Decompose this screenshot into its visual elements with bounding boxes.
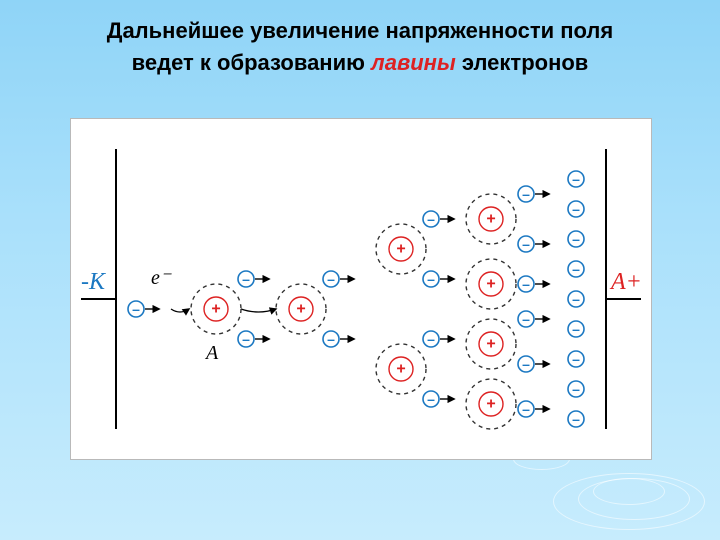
svg-text:–: –: [427, 271, 435, 287]
svg-text:–: –: [572, 381, 580, 397]
svg-text:–: –: [572, 411, 580, 427]
svg-text:A: A: [204, 342, 219, 364]
svg-text:+: +: [396, 241, 405, 258]
title-text-2a: ведет к образованию: [132, 50, 371, 75]
title-line1: Дальнейшее увеличение напряженности поля: [0, 18, 720, 44]
svg-text:–: –: [572, 231, 580, 247]
svg-text:–: –: [522, 311, 530, 327]
svg-text:–: –: [572, 261, 580, 277]
svg-text:–: –: [327, 271, 335, 287]
diagram-panel: -K A+ + + + + + + + + – – – – – – – – – – – – – – – – – – – – – – – – e⁻ A: [70, 118, 652, 460]
svg-text:–: –: [522, 401, 530, 417]
svg-text:–: –: [427, 331, 435, 347]
title-line2: ведет к образованию лавины электронов: [0, 50, 720, 76]
svg-text:+: +: [396, 361, 405, 378]
svg-text:-K: -K: [81, 269, 107, 295]
svg-text:–: –: [427, 211, 435, 227]
svg-text:+: +: [486, 276, 495, 293]
svg-text:–: –: [427, 391, 435, 407]
svg-text:–: –: [572, 321, 580, 337]
svg-text:e⁻: e⁻: [151, 267, 172, 289]
slide-background: Дальнейшее увеличение напряженности поля…: [0, 0, 720, 540]
svg-text:–: –: [522, 236, 530, 252]
svg-text:+: +: [486, 336, 495, 353]
title-text-2b: электронов: [462, 50, 588, 75]
svg-text:+: +: [296, 301, 305, 318]
svg-text:+: +: [486, 396, 495, 413]
svg-text:+: +: [211, 301, 220, 318]
svg-text:A+: A+: [609, 269, 642, 295]
svg-text:+: +: [486, 211, 495, 228]
svg-text:–: –: [522, 186, 530, 202]
svg-text:–: –: [572, 351, 580, 367]
svg-text:–: –: [572, 201, 580, 217]
svg-text:–: –: [572, 171, 580, 187]
title-emph: лавины: [371, 50, 456, 75]
title-text-1: Дальнейшее увеличение напряженности поля: [107, 18, 613, 43]
svg-text:–: –: [242, 331, 250, 347]
svg-text:–: –: [327, 331, 335, 347]
avalanche-diagram: -K A+ + + + + + + + + – – – – – – – – – – – – – – – – – – – – – – – – e⁻ A: [71, 119, 651, 459]
svg-text:–: –: [572, 291, 580, 307]
svg-text:–: –: [242, 271, 250, 287]
svg-text:–: –: [522, 276, 530, 292]
svg-text:–: –: [132, 301, 140, 317]
svg-text:–: –: [522, 356, 530, 372]
